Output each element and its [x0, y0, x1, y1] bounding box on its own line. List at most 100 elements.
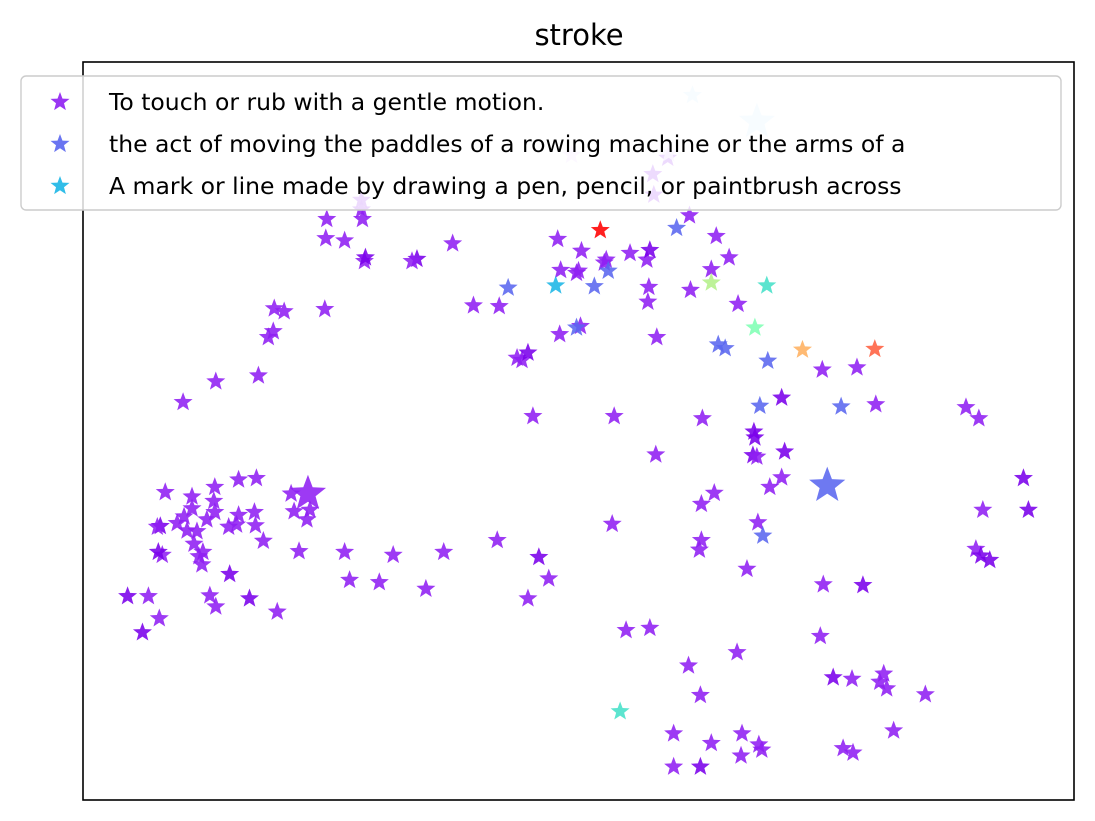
data-point — [147, 516, 167, 536]
data-point — [853, 575, 873, 594]
data-point — [639, 277, 659, 296]
data-point — [355, 247, 375, 266]
data-point — [915, 684, 935, 703]
data-point — [245, 515, 265, 534]
data-point — [567, 317, 587, 336]
data-point — [638, 291, 658, 310]
data-point — [678, 655, 699, 674]
data-point — [204, 491, 224, 510]
data-point — [598, 260, 618, 279]
data-point — [809, 466, 846, 501]
data-point — [969, 408, 989, 427]
data-point — [584, 276, 604, 295]
legend-marker — [50, 176, 70, 195]
data-point — [253, 530, 273, 550]
data-point — [847, 357, 867, 376]
data-point — [274, 301, 294, 320]
data-point — [138, 586, 158, 605]
data-point — [728, 294, 748, 313]
data-point — [289, 474, 327, 510]
data-point — [182, 486, 202, 505]
data-point — [258, 327, 278, 346]
data-point — [752, 739, 772, 758]
data-point — [335, 542, 355, 561]
data-point — [704, 482, 724, 502]
data-point — [737, 559, 757, 578]
data-point — [548, 229, 568, 248]
data-point — [772, 467, 792, 486]
data-point — [523, 406, 543, 425]
data-point — [340, 570, 360, 589]
data-point — [732, 723, 752, 742]
data-point — [870, 671, 890, 691]
data-point — [772, 387, 792, 406]
data-point — [596, 249, 616, 268]
data-point — [664, 756, 684, 775]
data-point — [646, 444, 666, 463]
data-point — [434, 542, 454, 561]
legend-frame — [20, 75, 1062, 211]
data-point — [745, 317, 765, 336]
data-point — [664, 723, 684, 742]
data-point — [884, 720, 904, 739]
data-point — [316, 228, 336, 247]
data-point — [567, 263, 587, 282]
data-point — [489, 296, 509, 315]
data-point — [487, 530, 507, 549]
data-point — [971, 545, 991, 564]
data-point — [590, 220, 610, 239]
data-point — [244, 502, 264, 521]
data-point — [284, 501, 304, 520]
data-point — [823, 667, 843, 686]
data-point — [1018, 499, 1038, 519]
data-point — [267, 601, 287, 620]
data-point — [352, 209, 372, 228]
data-point — [701, 733, 721, 752]
legend-label: A mark or line made by drawing a pen, pe… — [109, 172, 902, 200]
data-point — [369, 572, 389, 591]
data-point — [792, 339, 812, 358]
data-point — [842, 668, 862, 688]
data-point — [297, 509, 317, 528]
data-point — [640, 240, 660, 259]
data-point — [205, 502, 225, 521]
data-point — [155, 482, 175, 501]
legend-label: To touch or rub with a gentle motion. — [108, 88, 544, 116]
data-point — [149, 608, 169, 627]
data-point — [197, 509, 217, 528]
data-point — [813, 574, 833, 593]
data-point — [715, 338, 735, 357]
data-point — [264, 298, 284, 317]
data-point — [551, 260, 571, 279]
data-point — [1013, 468, 1033, 487]
data-point — [749, 734, 769, 753]
data-point — [690, 685, 710, 704]
data-point — [518, 588, 538, 607]
legend-marker — [50, 134, 70, 153]
data-point — [219, 516, 239, 536]
data-point — [206, 596, 226, 615]
data-point — [689, 539, 709, 558]
data-point — [647, 327, 667, 346]
data-point — [701, 272, 721, 291]
data-point — [227, 514, 247, 533]
data-point — [973, 499, 993, 519]
chart-title: stroke — [534, 18, 623, 52]
data-point — [667, 218, 687, 237]
data-point — [637, 249, 657, 268]
data-point — [620, 243, 640, 262]
data-point — [966, 539, 986, 558]
data-point — [200, 585, 220, 604]
data-point — [602, 513, 622, 533]
data-point — [571, 240, 591, 260]
data-point — [812, 359, 832, 378]
data-point — [246, 468, 266, 487]
data-point — [546, 275, 566, 294]
data-point — [118, 586, 138, 605]
data-point — [604, 406, 624, 425]
data-point — [692, 408, 712, 427]
data-point — [866, 394, 886, 413]
data-point — [132, 622, 152, 641]
data-point — [877, 678, 897, 697]
